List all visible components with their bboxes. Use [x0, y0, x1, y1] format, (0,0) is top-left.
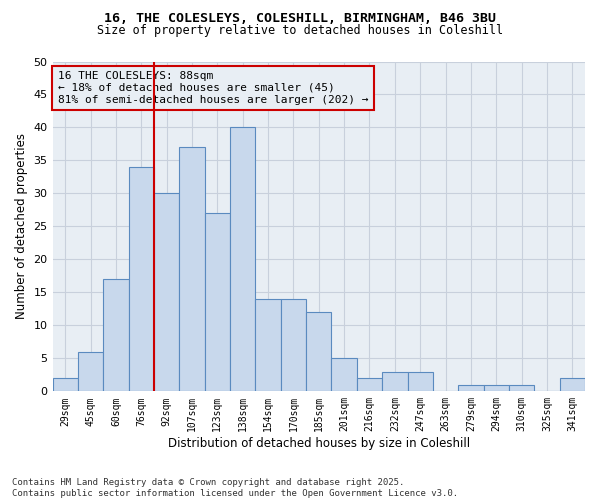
X-axis label: Distribution of detached houses by size in Coleshill: Distribution of detached houses by size … — [168, 437, 470, 450]
Bar — [458, 384, 484, 392]
Bar — [205, 213, 230, 392]
Text: 16, THE COLESLEYS, COLESHILL, BIRMINGHAM, B46 3BU: 16, THE COLESLEYS, COLESHILL, BIRMINGHAM… — [104, 12, 496, 26]
Bar — [103, 279, 128, 392]
Bar — [382, 372, 407, 392]
Bar — [256, 299, 281, 392]
Bar — [154, 194, 179, 392]
Bar — [357, 378, 382, 392]
Bar — [560, 378, 585, 392]
Y-axis label: Number of detached properties: Number of detached properties — [15, 134, 28, 320]
Bar — [53, 378, 78, 392]
Bar — [128, 167, 154, 392]
Bar — [281, 299, 306, 392]
Text: 16 THE COLESLEYS: 88sqm
← 18% of detached houses are smaller (45)
81% of semi-de: 16 THE COLESLEYS: 88sqm ← 18% of detache… — [58, 72, 368, 104]
Bar — [179, 148, 205, 392]
Bar — [306, 312, 331, 392]
Bar — [484, 384, 509, 392]
Bar — [509, 384, 534, 392]
Bar — [407, 372, 433, 392]
Text: Size of property relative to detached houses in Coleshill: Size of property relative to detached ho… — [97, 24, 503, 37]
Text: Contains HM Land Registry data © Crown copyright and database right 2025.
Contai: Contains HM Land Registry data © Crown c… — [12, 478, 458, 498]
Bar — [331, 358, 357, 392]
Bar — [230, 128, 256, 392]
Bar — [78, 352, 103, 392]
